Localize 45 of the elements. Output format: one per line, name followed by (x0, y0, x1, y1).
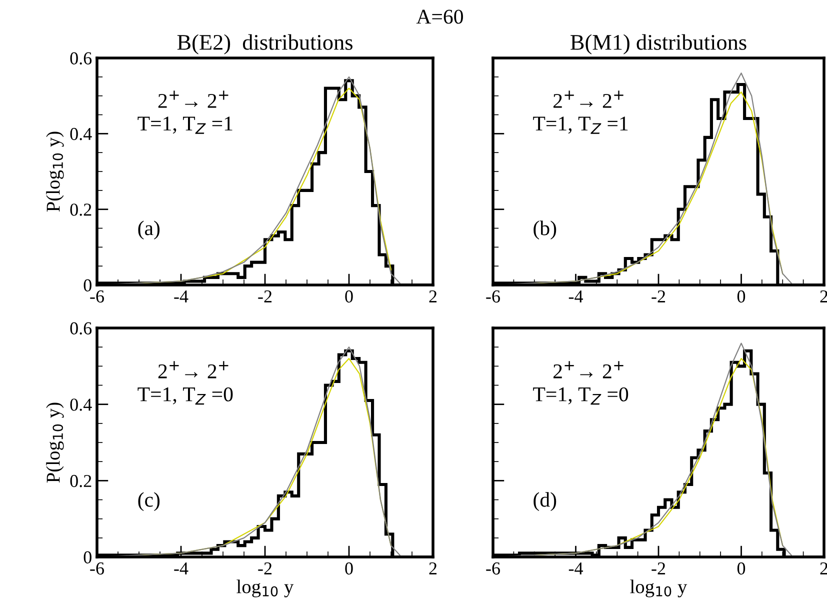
y-tick-label: 0.4 (70, 398, 92, 411)
x-tick-label: -4 (568, 562, 583, 574)
x-axis-title: log$_{10}$ y (630, 580, 688, 598)
x-tick-label: -4 (568, 290, 583, 302)
y-tick-label: 0.4 (70, 128, 92, 140)
annotation: (b) (534, 220, 556, 240)
x-tick-label: -6 (90, 290, 104, 303)
x-tick-label: -2 (652, 562, 666, 574)
annotation: T=1, T$_{Z}$ =0 (533, 387, 628, 405)
x-tick-label: -6 (486, 290, 500, 303)
annotation: T=1, T$_{Z}$ =1 (533, 116, 628, 134)
x-tick-label: 0 (345, 290, 353, 303)
annotation: (c) (138, 492, 160, 512)
y-axis-title: P(log$_{10}$ y) (46, 402, 64, 483)
chart-title: B(E2) distributions (177, 34, 352, 54)
x-axis-title: log$_{10}$ y (236, 580, 294, 598)
annotation: (d) (534, 492, 556, 512)
y-axis-title: P(log$_{10}$ y) (46, 132, 64, 212)
x-tick-label: -4 (174, 290, 188, 302)
x-tick-label: 0 (737, 562, 746, 575)
y-tick-label: 0.2 (70, 204, 92, 216)
chart-subtitle: A=60 (416, 10, 463, 24)
x-tick-label: -4 (174, 562, 188, 574)
y-tick-label: 0.2 (70, 474, 92, 488)
chart-title: B(M1) distributions (570, 34, 746, 54)
annotation: 2$^{+}$→ 2$^{+}$ (553, 90, 624, 108)
x-tick-label: -2 (258, 290, 272, 302)
annotation: (a) (138, 220, 160, 240)
x-tick-label: -2 (258, 562, 272, 574)
annotation: T=1, T$_{Z}$ =0 (138, 387, 233, 405)
y-tick-label: 0.6 (70, 52, 92, 65)
y-tick-label: 0 (84, 551, 92, 564)
x-tick-label: 0 (345, 562, 353, 575)
x-tick-label: 2 (429, 290, 437, 302)
annotation: 2$^{+}$→ 2$^{+}$ (158, 361, 228, 378)
y-tick-label: 0.6 (70, 322, 92, 335)
annotation: T=1, T$_{Z}$ =1 (138, 116, 232, 134)
annotation: 2$^{+}$→ 2$^{+}$ (553, 361, 624, 378)
x-tick-label: -2 (652, 290, 666, 302)
annotation: 2$^{+}$→ 2$^{+}$ (158, 90, 228, 108)
x-tick-label: 0 (737, 290, 746, 303)
x-tick-label: -6 (90, 562, 104, 575)
x-tick-label: 2 (429, 562, 437, 574)
x-tick-label: -6 (486, 562, 500, 575)
y-tick-label: 0 (84, 279, 92, 292)
